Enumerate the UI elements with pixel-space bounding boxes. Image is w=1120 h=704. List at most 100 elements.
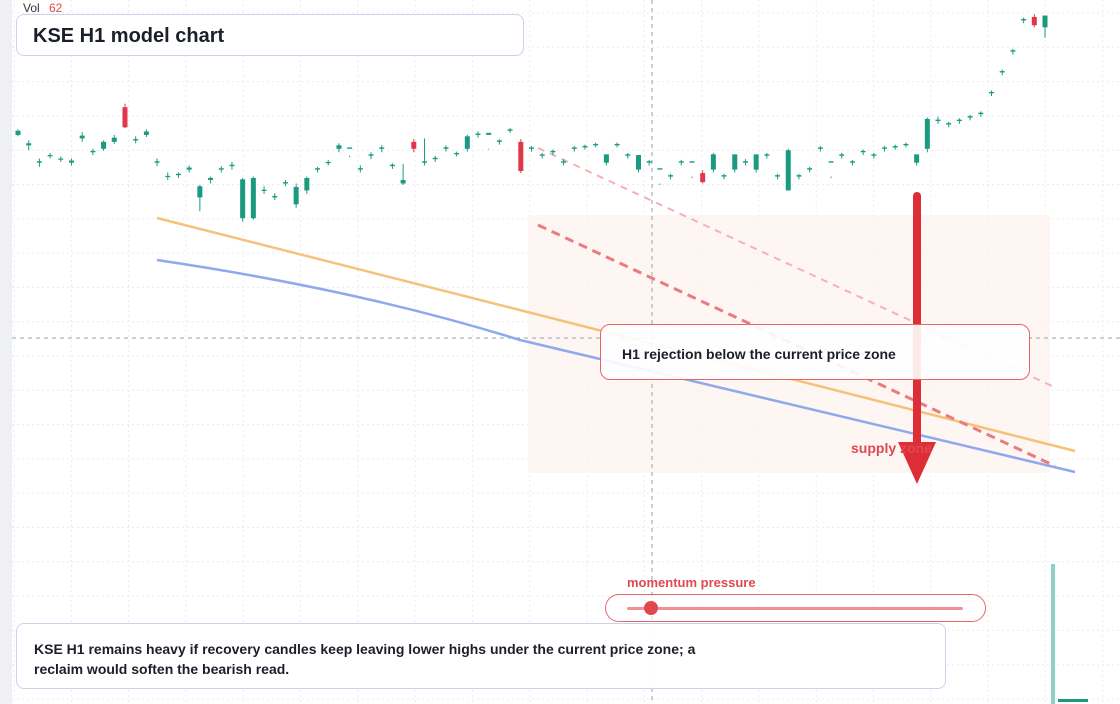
arrow-head: [898, 442, 936, 484]
volume-value: 62: [49, 1, 63, 15]
candle-body: [860, 150, 866, 153]
analysis-note-panel: KSE H1 remains heavy if recovery candles…: [16, 623, 946, 689]
candle-body: [111, 137, 117, 142]
candle-body: [775, 175, 781, 177]
candle-body: [357, 168, 363, 170]
candle-body: [892, 146, 898, 148]
candle-body: [924, 118, 930, 149]
candle-body: [261, 189, 267, 191]
candle-body: [539, 154, 545, 156]
momentum-thumb[interactable]: [643, 601, 658, 615]
candle-body: [496, 140, 502, 142]
candle-body: [368, 154, 374, 156]
candle-body: [1031, 16, 1037, 26]
candle-body: [689, 161, 695, 163]
candle-body: [443, 147, 449, 149]
candle-body: [796, 175, 802, 177]
candle-body: [732, 154, 738, 170]
candle-body: [571, 147, 577, 149]
price-scale-strip: [0, 0, 12, 704]
candle-body: [133, 139, 139, 141]
candle-body: [175, 173, 181, 176]
candle-body: [871, 154, 877, 156]
candle-body: [475, 133, 481, 135]
candle-body: [935, 119, 941, 122]
candle-body: [208, 177, 214, 181]
candle-body: [518, 141, 524, 172]
candle-body: [550, 150, 556, 153]
candle-body: [304, 177, 310, 191]
candle-body: [432, 157, 438, 160]
candle-body: [978, 112, 984, 115]
candle-body: [293, 186, 299, 205]
candle-body: [710, 154, 716, 170]
candle-body: [785, 150, 791, 191]
candle-body: [464, 136, 470, 149]
blue-trendline: [156, 258, 1076, 474]
candle-body: [79, 135, 85, 139]
candle-body: [529, 147, 534, 149]
bearish-arrow: [898, 192, 936, 484]
candle-body: [614, 143, 620, 146]
candle-body: [325, 161, 331, 164]
candle-body: [186, 167, 192, 170]
momentum-track[interactable]: [627, 607, 963, 610]
candle-body: [68, 160, 74, 163]
candle-body: [999, 71, 1005, 73]
candle-body: [903, 143, 909, 146]
candle-body: [315, 168, 321, 170]
supply-zone-label: supply zone: [851, 440, 932, 456]
candle-body: [240, 179, 246, 219]
candle-body: [379, 147, 385, 149]
candle-body: [946, 123, 952, 125]
candle-body: [646, 161, 652, 163]
candle-body: [272, 195, 278, 198]
candle-body: [753, 154, 759, 170]
candle-body: [828, 161, 834, 163]
candle-body: [58, 158, 64, 160]
candle-body: [721, 175, 727, 177]
candle-body: [817, 147, 823, 149]
candle-body: [839, 154, 845, 156]
candle-body: [700, 173, 706, 183]
candle-body: [1042, 15, 1048, 28]
candle-body: [582, 146, 588, 148]
candle-body: [603, 154, 609, 163]
candle-body: [411, 141, 417, 149]
candle-body: [486, 132, 492, 135]
candle-body: [389, 164, 395, 167]
candle-body: [507, 129, 513, 131]
candle-body: [165, 175, 171, 178]
candle-body: [989, 91, 995, 94]
candle-body: [154, 161, 160, 163]
candle-body: [1010, 50, 1016, 52]
candle-body: [593, 143, 599, 146]
candle-body: [36, 161, 42, 163]
candle-body: [635, 155, 641, 170]
candle-body: [101, 141, 107, 149]
momentum-slider[interactable]: [605, 594, 986, 622]
candle-body: [143, 131, 149, 135]
candle-body: [15, 130, 21, 135]
candle-body: [90, 150, 96, 153]
candle-body: [956, 119, 962, 122]
candle-body: [197, 186, 203, 198]
candle-body: [678, 161, 684, 163]
candle-body: [347, 147, 353, 149]
candle-body: [742, 161, 748, 163]
candle-body: [336, 145, 342, 149]
candles: [15, 14, 1048, 222]
candle-body: [26, 143, 32, 146]
candle-body: [229, 164, 235, 167]
title-panel: KSE H1 model chart: [16, 14, 524, 56]
candle-body: [849, 161, 855, 163]
callout-text: H1 rejection below the current price zon…: [622, 346, 896, 362]
candle-body: [47, 155, 53, 157]
candle-body: [422, 161, 428, 163]
candle-body: [122, 107, 128, 128]
candle-body: [282, 182, 288, 184]
volume-bar: [1058, 699, 1088, 702]
volume-label: Vol: [23, 1, 40, 15]
candle-body: [668, 175, 674, 177]
